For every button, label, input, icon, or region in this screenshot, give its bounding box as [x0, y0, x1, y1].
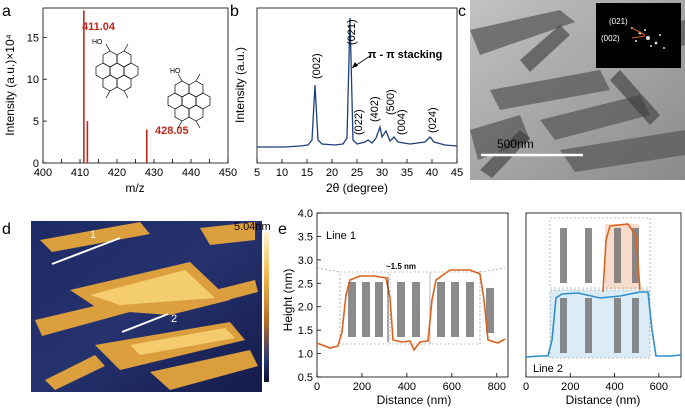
a-xlabel: m/z [125, 181, 144, 195]
a-ytick-label: 10 [27, 74, 39, 86]
e-ytick-label: 2.0 [298, 302, 313, 314]
b-xtick-label: 5 [254, 167, 260, 179]
e1-line-label: Line 1 [326, 230, 356, 242]
e-ytick-label: 4.0 [298, 208, 313, 220]
a-ytick-label: 0 [33, 158, 39, 170]
e2-xtick-label: 600 [650, 381, 668, 393]
a-xtick-label: 410 [71, 167, 89, 179]
b-xtick-label: 20 [326, 167, 338, 179]
afm-line-1-label: 1 [90, 229, 96, 241]
mol-hydroxyl-label-2: HO [170, 68, 181, 75]
saed-label-002: (002) [601, 34, 620, 43]
panel-label-d: d [2, 221, 11, 238]
e1-xtick-label: 400 [398, 381, 416, 393]
a-peak-label-428: 428.05 [155, 125, 189, 137]
b-xtick-label: 40 [426, 167, 438, 179]
b-peak-002: (002) [311, 53, 323, 79]
e1-xtick-label: 0 [314, 381, 320, 393]
xrd-curve [257, 17, 458, 148]
afm-line-2-label: 2 [171, 313, 177, 325]
a-ytick-label: 15 [27, 32, 39, 44]
panel-label-a: a [2, 3, 11, 20]
e1-xtick-label: 800 [488, 381, 506, 393]
afm-line-1 [51, 237, 121, 265]
e2-xtick-label: 400 [605, 381, 623, 393]
b-xtick-label: 10 [276, 167, 288, 179]
b-xtick-label: 15 [301, 167, 313, 179]
afm-colorbar-max: 5.04nm [234, 221, 271, 233]
panel-e-height-profiles: 0.5 1.0 1.5 2.0 2.5 3.0 3.5 4.0 0 200 400 600 800 ~1… [281, 208, 682, 407]
e2-xtick-label: 0 [523, 381, 529, 393]
e2-xlabel: Distance (nm) [566, 393, 641, 407]
panel-d-afm-image: 5.04nm 1 2 [31, 221, 271, 392]
e-ytick-label: 3.0 [298, 255, 313, 267]
panel-c-tem-image: (021) (002) 500nm [470, 0, 685, 180]
b-peak-024: (024) [427, 107, 439, 133]
panel-b-xrd-chart: 5 10 15 20 25 30 35 40 45 2θ (degree) Intensity … [233, 7, 463, 195]
saed-pattern [631, 27, 665, 49]
b-xtick-label: 35 [401, 167, 413, 179]
a-ytick-label: 5 [33, 116, 39, 128]
b-pi-stacking-label: π - π stacking [368, 49, 442, 61]
a-xtick-label: 420 [108, 167, 126, 179]
e2-line-label: Line 2 [533, 363, 563, 375]
e2-height-profile-orange [602, 223, 641, 293]
panel-label-e: e [278, 221, 287, 238]
b-xtick-label: 45 [451, 167, 463, 179]
e-ytick-label: 0.5 [298, 372, 313, 384]
b-ylabel: Intensity (a.u.) [233, 47, 247, 123]
e1-xtick-label: 600 [443, 381, 461, 393]
a-xtick-label: 450 [219, 167, 237, 179]
afm-line-2 [121, 313, 169, 333]
b-peak-021: (021) [346, 19, 358, 45]
b-peak-500: (500) [385, 89, 397, 115]
e1-height-profile [316, 269, 506, 352]
a-xtick-label: 400 [34, 167, 52, 179]
mol-hydroxyl-label-1: HO [92, 39, 103, 46]
b-peak-402: (402) [369, 96, 381, 122]
a-ylabel: Intensity (a.u.)×10⁴ [3, 34, 17, 136]
a-xtick-label: 430 [145, 167, 163, 179]
molecule-structure-1 [95, 43, 139, 99]
e1-xtick-label: 200 [353, 381, 371, 393]
e-ytick-label: 2.5 [298, 278, 313, 290]
panel-label-c: c [458, 3, 466, 20]
molecule-structure-2 [167, 73, 211, 129]
b-peak-022: (022) [353, 109, 365, 135]
panel-a-ms-chart: 400 410 420 430 440 450 0 5 10 15 m/z Intensity (… [3, 7, 237, 195]
e-ytick-label: 1.0 [298, 349, 313, 361]
saed-label-021: (021) [609, 17, 628, 26]
e2-xtick-label: 200 [561, 381, 579, 393]
e2-height-profile-blue [525, 291, 682, 358]
saed-inset [596, 3, 681, 68]
tem-scale-label: 500nm [497, 137, 534, 151]
b-xlabel: 2θ (degree) [326, 181, 388, 195]
e-ytick-label: 1.5 [298, 325, 313, 337]
e1-xlabel: Distance (nm) [377, 393, 452, 407]
e2-molecule-columns [560, 228, 639, 353]
b-xtick-label: 30 [376, 167, 388, 179]
e1-step-annotation: ~1.5 nm [386, 262, 416, 271]
a-peak-label-411: 411.04 [82, 21, 116, 33]
b-peak-004: (004) [396, 109, 408, 135]
e-ytick-label: 3.5 [298, 231, 313, 243]
panel-label-b: b [230, 3, 239, 20]
e-ylabel: Height (nm) [281, 269, 295, 332]
e1-molecule-columns [348, 282, 494, 337]
a-xtick-label: 440 [182, 167, 200, 179]
afm-colorbar [264, 232, 269, 382]
b-xtick-label: 25 [351, 167, 363, 179]
e2-molecule-dashed-boxes [549, 217, 651, 359]
